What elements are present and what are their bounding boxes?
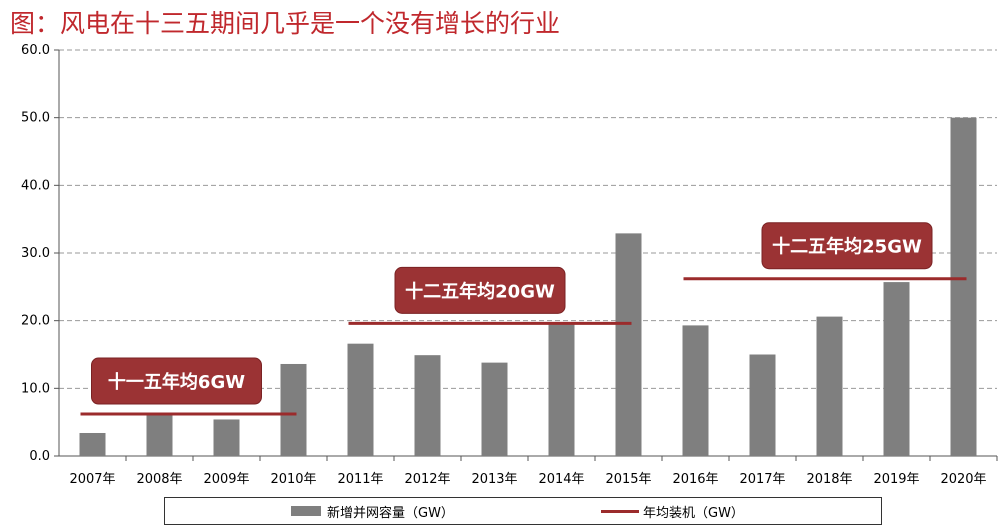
x-tick-label: 2013年 [471,472,517,487]
x-tick-label: 2010年 [270,472,316,487]
y-tick-label: 40.0 [21,178,50,193]
bar [213,419,240,456]
bar [79,432,106,456]
bar [749,354,776,456]
x-tick-label: 2018年 [806,472,852,487]
y-tick-label: 30.0 [21,246,50,261]
bar [347,343,374,456]
bar [414,355,441,456]
legend-item-new-capacity: 新增并网容量（GW） [291,498,454,524]
y-tick-label: 60.0 [21,43,50,58]
legend: 新增并网容量（GW） 年均装机（GW） [164,497,882,525]
average-callout-label: 十二五年均25GW [772,236,922,258]
average-callout-box [91,357,262,405]
bar [548,322,575,456]
y-tick-label: 50.0 [21,111,50,126]
x-tick-label: 2017年 [739,472,785,487]
bar [280,363,307,456]
y-tick-label: 20.0 [21,314,50,329]
x-tick-label: 2011年 [337,472,383,487]
bar [615,233,642,456]
legend-line-swatch [601,509,639,513]
legend-label-new-capacity: 新增并网容量（GW） [327,505,454,521]
bar [816,316,843,456]
x-tick-label: 2016年 [672,472,718,487]
x-tick-label: 2015年 [605,472,651,487]
legend-bar-swatch [291,506,321,516]
x-tick-label: 2009年 [203,472,249,487]
x-tick-label: 2012年 [404,472,450,487]
chart-title: 图：风电在十三五期间几乎是一个没有增长的行业 [10,9,561,38]
average-callout-box [394,266,566,314]
average-callout-box [761,222,933,270]
legend-item-average: 年均装机（GW） [601,498,744,524]
x-tick-label: 2020年 [940,472,986,487]
average-callout-label: 十一五年均6GW [108,371,245,393]
y-tick-label: 0.0 [29,449,50,464]
x-tick-label: 2014年 [538,472,584,487]
x-tick-label: 2007年 [69,472,115,487]
bar [682,325,709,456]
x-tick-label: 2008年 [136,472,182,487]
average-callout-label: 十二五年均20GW [405,280,555,302]
bar [146,414,173,456]
legend-label-average: 年均装机（GW） [643,505,744,521]
bar [950,117,977,457]
y-tick-label: 10.0 [21,381,50,396]
bar [481,362,508,456]
bar [883,282,910,456]
x-tick-label: 2019年 [873,472,919,487]
